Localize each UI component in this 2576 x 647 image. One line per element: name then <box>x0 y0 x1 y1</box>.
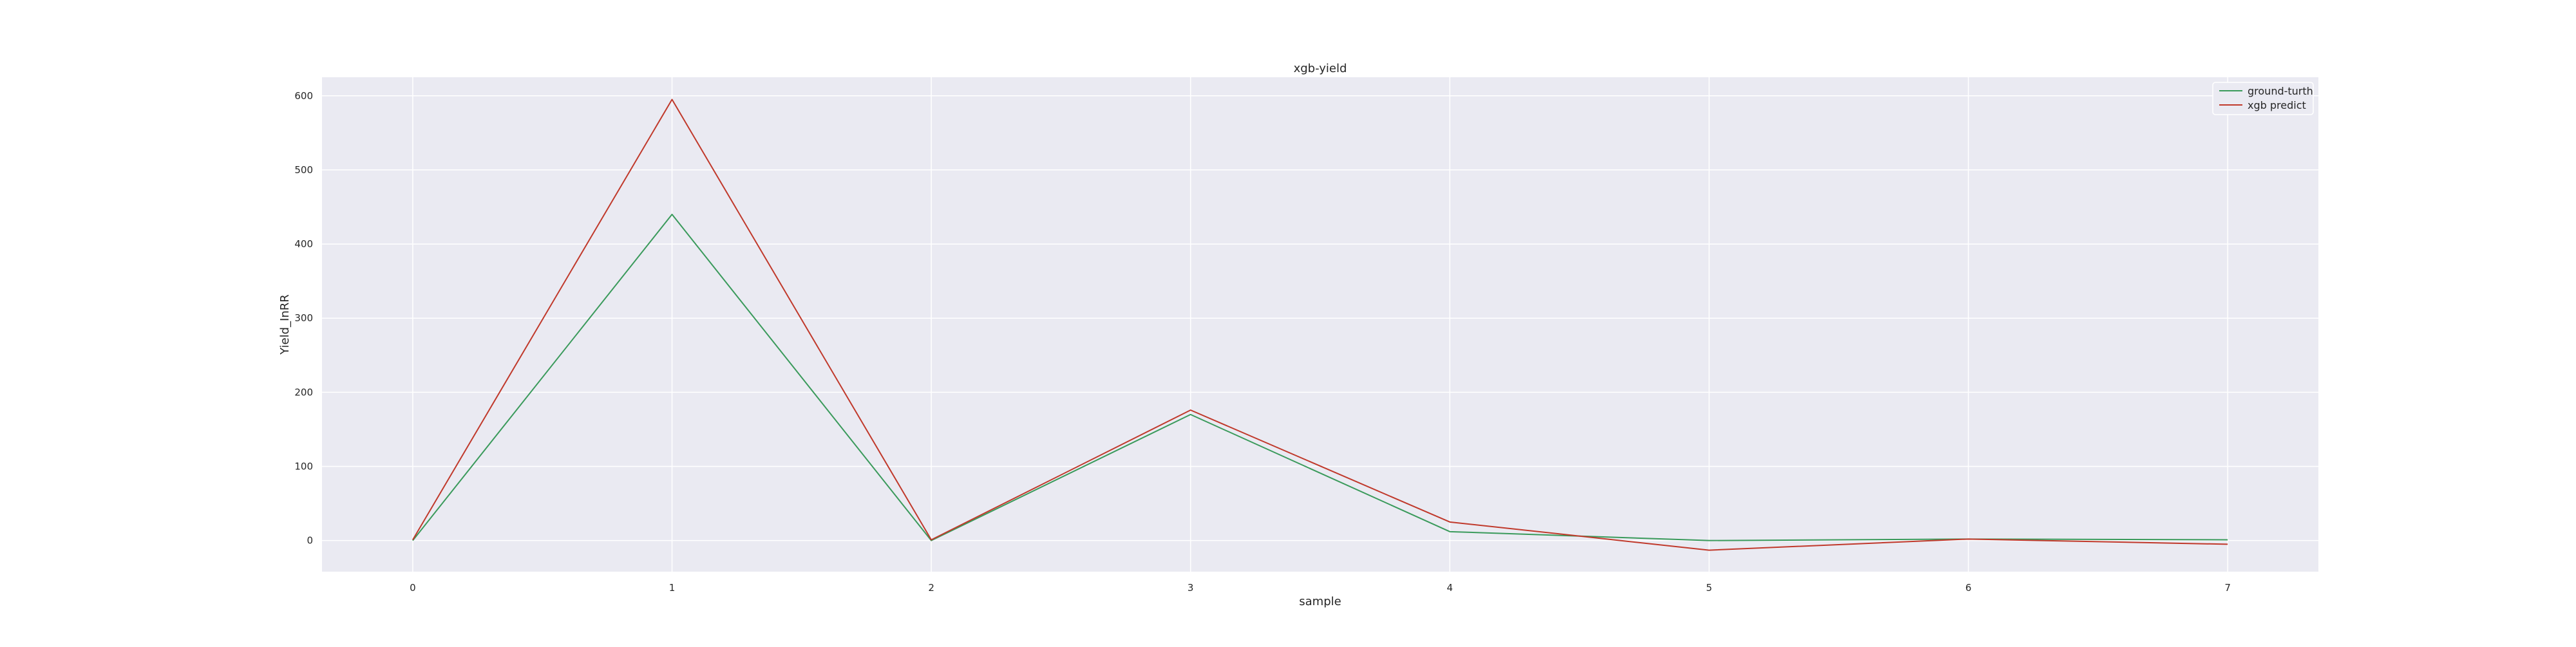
legend: ground-turth xgb predict <box>2212 82 2314 115</box>
y-tick-label: 0 <box>307 535 313 547</box>
x-tick-label: 4 <box>1447 582 1454 594</box>
grid-layer <box>322 77 2318 572</box>
chart-title: xgb-yield <box>1294 62 1347 75</box>
x-axis-label: sample <box>1299 595 1341 608</box>
y-tick-label: 500 <box>294 164 313 176</box>
tick-labels: 0 1 2 3 4 5 6 7 0 100 200 300 400 500 600 <box>294 90 2231 594</box>
plot-area <box>322 77 2318 572</box>
x-tick-label: 0 <box>410 582 416 594</box>
x-tick-label: 2 <box>928 582 934 594</box>
y-tick-label: 300 <box>294 312 313 324</box>
legend-label-ground-turth: ground-turth <box>2248 85 2313 97</box>
y-tick-label: 100 <box>294 460 313 472</box>
series-line-xgb-predict <box>412 98 2228 551</box>
x-tick-label: 7 <box>2224 582 2231 594</box>
x-tick-label: 1 <box>669 582 676 594</box>
y-tick-label: 600 <box>294 90 313 102</box>
y-tick-label: 200 <box>294 386 313 398</box>
x-tick-label: 5 <box>1706 582 1712 594</box>
x-tick-label: 3 <box>1188 582 1194 594</box>
y-tick-label: 400 <box>294 238 313 250</box>
legend-label-xgb-predict: xgb predict <box>2248 99 2306 111</box>
y-axis-label: Yield_InRR <box>278 294 292 355</box>
series-layer <box>412 98 2228 551</box>
x-tick-label: 6 <box>1965 582 1972 594</box>
series-line-ground-turth <box>412 214 2228 541</box>
